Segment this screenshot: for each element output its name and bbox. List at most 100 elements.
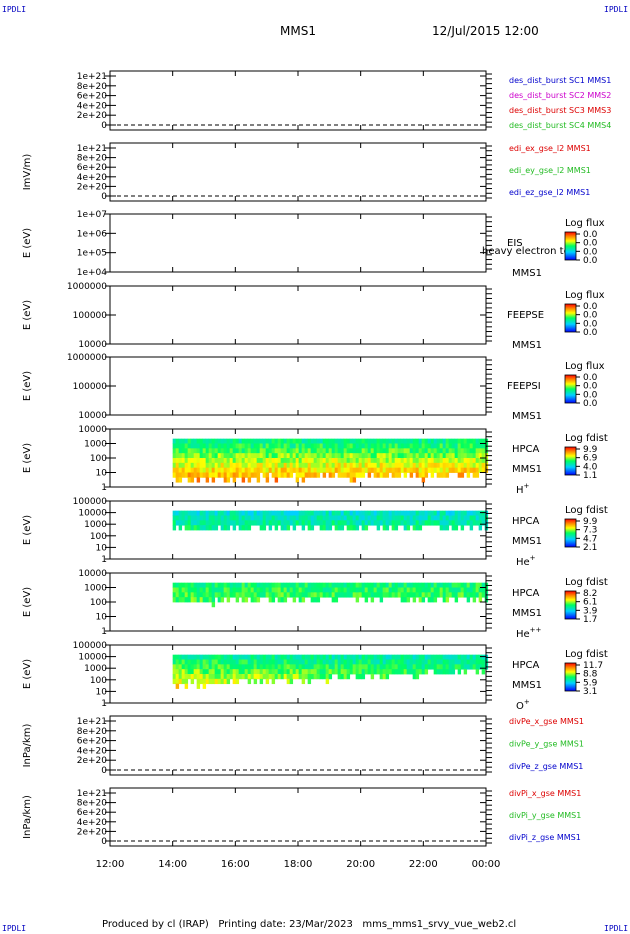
ytick-label: 100	[90, 676, 107, 686]
colorbar-tick-label: 7.3	[583, 526, 597, 536]
colorbar-tick-label: 0.0	[583, 247, 598, 257]
colorbar-label: Log fdist	[565, 505, 608, 516]
y-axis-label: InPa/km)	[22, 724, 33, 768]
species-label: He+	[516, 554, 536, 568]
instrument-spacecraft: MMS1	[512, 411, 542, 422]
ytick-label: 8e+20	[77, 82, 108, 92]
colorbar-tick-label: 0.0	[583, 382, 598, 392]
ytick-label: 1	[101, 555, 107, 565]
colorbar-tick-label: 5.9	[583, 678, 598, 688]
corner-label-top-right: IPDLI	[604, 5, 629, 14]
panel-frame	[109, 70, 487, 131]
panel-frame	[109, 356, 487, 416]
colorbar	[564, 231, 577, 261]
plot-datetime: 12/Jul/2015 12:00	[432, 24, 539, 38]
panel-feepsi: 1000000 100000 10000 E (eV) FEEPSI MMS1 Log fl…	[22, 353, 605, 422]
instrument-name: FEEPSI	[507, 381, 541, 392]
y-axis-label: E (eV)	[22, 515, 33, 545]
panel-frame	[109, 285, 487, 345]
colorbar-label: Log fdist	[565, 433, 608, 444]
colorbar-tick-label: 0.0	[583, 373, 598, 383]
y-axis-label: E (eV)	[22, 659, 33, 689]
colorbar-tick-label: 0.0	[583, 239, 598, 249]
legend-series-1: des_dist_burst SC1 MMS1	[509, 76, 611, 85]
colorbar-tick-label: 1.7	[583, 615, 597, 625]
ytick-label: 1e+21	[77, 72, 107, 82]
ytick-label: 10000	[78, 653, 107, 663]
colorbar-label: Log flux	[565, 361, 605, 372]
panel-hpca-h: 10000 1000 100 10 1 E (eV) HPCA MMS1 H+ Log fdist…	[22, 425, 608, 496]
instrument-name: HPCA	[512, 444, 540, 455]
colorbar-tick-label: 0.0	[583, 256, 598, 266]
xtick-label: 16:00	[221, 859, 250, 870]
colorbar-tick-label: 9.9	[583, 445, 598, 455]
colorbar-tick-label: 4.7	[583, 534, 597, 544]
ytick-label: 0	[101, 121, 107, 131]
colorbar-tick-label: 9.9	[583, 517, 598, 527]
ytick-label: 1	[101, 483, 107, 493]
colorbar-label: Log fdist	[565, 577, 608, 588]
ytick-label: 10000	[78, 340, 107, 350]
corner-label-bottom-right: IPDLI	[604, 924, 629, 933]
footer-credits: Produced by cl (IRAP) Printing date: 23/…	[102, 919, 517, 930]
ytick-label: 10	[96, 613, 108, 623]
ytick-label: 1	[101, 627, 107, 637]
y-axis-label: InPa/km)	[22, 795, 33, 839]
ytick-label: 0	[101, 192, 107, 202]
legend-series-2: divPi_y_gse MMS1	[509, 811, 581, 820]
ytick-label: 2e+20	[77, 827, 108, 837]
colorbar-tick-label: 4.0	[583, 462, 598, 472]
ytick-label: 100000	[73, 382, 108, 392]
legend-series-2: des_dist_burst SC2 MMS2	[509, 91, 611, 100]
ytick-label: 100	[90, 532, 107, 542]
colorbar-label: Log flux	[565, 218, 605, 229]
colorbar-tick-label: 3.9	[583, 606, 598, 616]
ytick-label: 1000	[84, 520, 107, 530]
ytick-label: 6e+20	[77, 737, 108, 747]
panel-frame	[109, 500, 487, 560]
ytick-label: 1e+05	[77, 249, 107, 259]
y-axis-label: E (eV)	[22, 228, 33, 258]
colorbar-tick-label: 2.1	[583, 543, 597, 553]
plot-title: MMS1	[280, 24, 316, 38]
y-axis-label: ImV/m)	[22, 154, 33, 191]
species-label: He++	[516, 626, 542, 640]
ytick-label: 1e+07	[77, 210, 107, 220]
ytick-label: 6e+20	[77, 163, 108, 173]
xtick-label: 22:00	[409, 859, 438, 870]
y-axis-label: E (eV)	[22, 371, 33, 401]
instrument-spacecraft: MMS1	[512, 536, 542, 547]
instrument-spacecraft: MMS1	[512, 268, 542, 279]
ytick-label: 1000000	[67, 282, 107, 292]
ytick-label: 4e+20	[77, 818, 108, 828]
instrument-spacecraft: MMS1	[512, 680, 542, 691]
instrument-spacecraft: MMS1	[512, 464, 542, 475]
legend-series-3: edi_ez_gse_l2 MMS1	[509, 188, 590, 197]
colorbar	[564, 374, 577, 404]
colorbar	[564, 662, 577, 692]
ytick-label: 10000	[78, 569, 107, 579]
colorbar-tick-label: 0.0	[583, 390, 598, 400]
ytick-label: 1e+21	[77, 789, 107, 799]
colorbar-tick-label: 0.0	[583, 302, 598, 312]
instrument-name: HPCA	[512, 588, 540, 599]
colorbar-tick-label: 3.1	[583, 687, 597, 697]
legend-series-3: divPi_z_gse MMS1	[509, 833, 581, 842]
ytick-label: 1	[101, 699, 107, 709]
ytick-label: 6e+20	[77, 92, 108, 102]
ytick-label: 4e+20	[77, 746, 108, 756]
ytick-label: 10000	[78, 411, 107, 421]
species-label: O+	[516, 698, 530, 712]
ytick-label: 1e+21	[77, 717, 107, 727]
colorbar-label: Log fdist	[565, 649, 608, 660]
legend-series-2: divPe_y_gse MMS1	[509, 740, 584, 749]
ytick-label: 2e+20	[77, 111, 108, 121]
y-axis-label: E (eV)	[22, 300, 33, 330]
ytick-label: 1000	[84, 440, 107, 450]
colorbar-tick-label: 11.7	[583, 661, 603, 671]
ytick-label: 100000	[73, 641, 108, 651]
